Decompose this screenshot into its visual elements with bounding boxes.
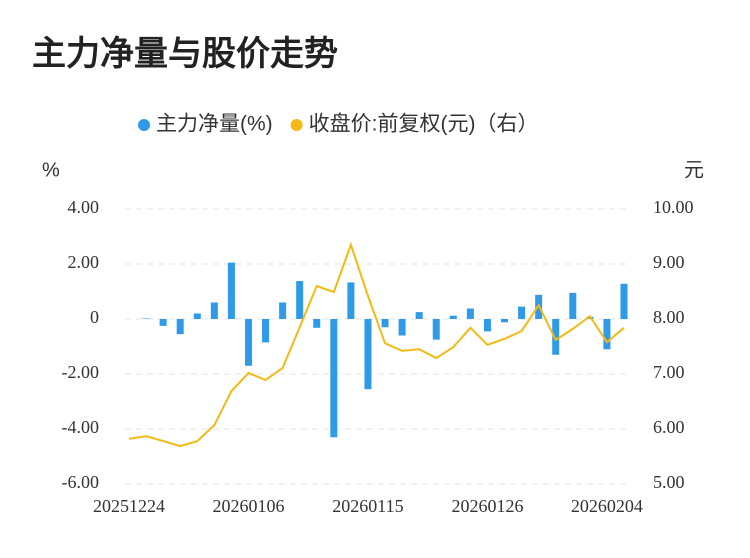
bar [449,315,457,319]
y2-tick-label: 6.00 [653,417,685,437]
bar [501,319,509,323]
bar [552,319,560,355]
bar [313,319,321,328]
y2-tick-label: 9.00 [653,252,685,272]
bar [193,313,201,319]
bar [620,283,628,319]
bar [296,281,304,319]
bar [518,306,526,319]
y2-tick-label: 10.00 [653,197,694,217]
bar [432,319,440,340]
price-line [128,241,625,448]
bar [159,319,167,326]
bar [347,282,355,319]
bar [364,319,372,390]
legend-marker [290,119,303,131]
legend-label: 收盘价:前复权(元)（右） [309,113,539,136]
x-tick-label: 20260204 [571,496,643,516]
legend-label: 主力净量(%) [156,113,273,136]
y-tick-label: 2.00 [68,252,100,272]
bar [176,319,184,335]
legend-marker [138,119,150,131]
y2-tick-label: 8.00 [653,307,685,327]
y-tick-label: -6.00 [62,472,100,492]
bar [569,292,577,319]
bar [142,318,150,319]
bar [244,319,252,366]
bar [279,302,287,319]
y2-axis-unit: 元 [684,159,704,181]
x-tick-label: 20260126 [451,496,523,516]
bar [210,302,218,319]
y-axis-unit: % [42,159,60,181]
chart-title: 主力净量与股价走势 [32,35,338,73]
bar [398,319,406,336]
x-tick-label: 20260115 [332,496,403,516]
bar [330,319,338,438]
y-tick-label: -4.00 [62,417,100,437]
bar [483,319,491,332]
y2-tick-label: 7.00 [653,362,685,382]
bar [415,312,423,319]
bar [381,319,389,328]
y-tick-label: 4.00 [68,197,100,217]
bar [262,319,270,343]
x-tick-label: 20251224 [93,496,165,516]
bar [227,262,235,319]
x-tick-label: 20260106 [212,496,284,516]
y-tick-label: -2.00 [62,362,100,382]
bar [603,319,611,350]
y-tick-label: 0 [90,307,99,327]
bar [466,308,474,319]
y2-tick-label: 5.00 [653,472,685,492]
